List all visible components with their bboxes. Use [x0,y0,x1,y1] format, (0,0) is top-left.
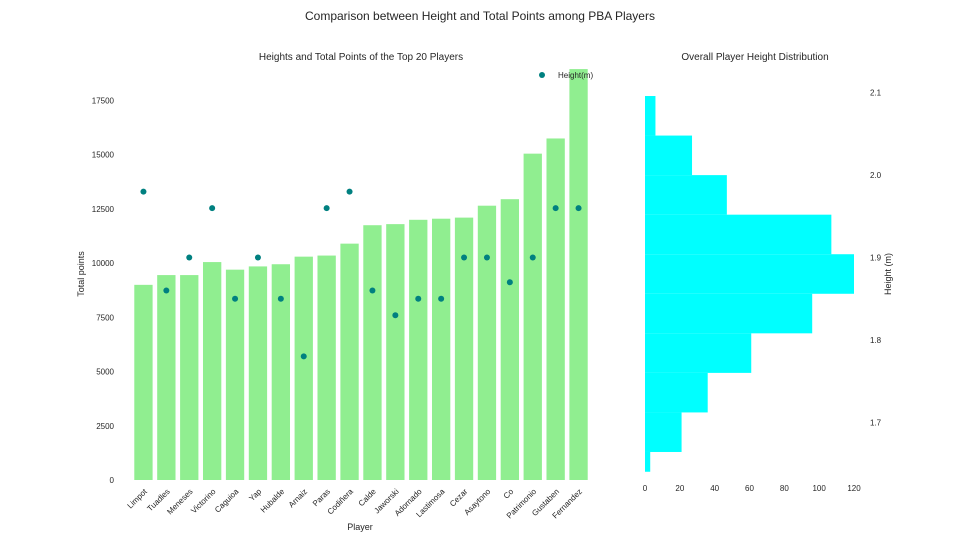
bar-18 [546,138,565,480]
x-tick-label: Codiñera [326,487,356,517]
height-point-1 [163,287,170,294]
bar-3 [202,262,222,480]
y-tick-label: 17500 [92,97,115,106]
bar-14 [454,217,474,481]
bar-5 [248,266,268,480]
hist-y-tick-label: 1.9 [870,254,882,263]
height-point-2 [186,254,193,261]
histogram-panel: Overall Player Height Distribution 0 20 40 6… [643,52,893,493]
bar-7 [294,256,313,480]
height-point-13 [438,295,445,302]
height-point-9 [346,188,353,195]
hist-y-tick-label: 2.0 [870,171,882,180]
hist-x-tick-label: 40 [710,484,719,493]
bar-19 [569,69,588,480]
bar-17 [523,153,542,480]
x-tick-label: Victorino [189,487,218,516]
hist-x-tick-label: 120 [847,484,861,493]
hist-x-tick-label: 100 [812,484,826,493]
height-point-17 [529,254,536,261]
bar-15 [477,205,497,480]
x-tick-label: Co [502,487,516,501]
bar-1 [157,275,176,480]
bar-13 [431,218,451,480]
height-point-3 [209,205,216,212]
hist-x-tick-label: 60 [745,484,754,493]
height-point-10 [369,287,376,294]
hist-bin-4 [645,293,813,334]
x-tick-label: Calde [357,487,379,509]
histogram-title: Overall Player Height Distribution [681,52,828,63]
hist-bin-7 [645,175,727,215]
height-point-19 [575,205,582,212]
y-tick-label: 2500 [96,422,114,431]
legend-label: Height(m) [558,71,593,80]
hist-x-tick-label: 20 [675,484,684,493]
y-tick-label: 5000 [96,368,114,377]
bar-12 [409,219,428,480]
y-axis-label: Total points [76,251,86,297]
bar-10 [363,225,382,480]
bar-16 [500,199,520,481]
height-point-15 [483,254,490,261]
bar-9 [340,243,359,480]
hist-bin-6 [645,214,832,255]
bar-6 [271,264,291,480]
height-point-4 [232,295,239,302]
hist-y-tick-label: 2.1 [870,89,882,98]
height-point-0 [140,188,147,195]
height-point-7 [300,353,307,360]
height-point-12 [415,295,422,302]
hist-bin-9 [645,96,656,136]
hist-bin-8 [645,135,693,176]
bar-11 [386,224,405,480]
x-tick-label: Paras [311,487,332,508]
hist-y-axis-label: Height (m) [883,253,893,295]
x-tick-label: Hubalde [259,487,287,515]
bar-8 [317,255,336,480]
hist-bin-2 [645,372,708,413]
height-point-11 [392,312,399,319]
x-tick-label: Arnaiz [287,487,309,509]
hist-bin-0 [645,451,651,472]
x-axis-label: Player [347,522,373,532]
bar-chart-title: Heights and Total Points of the Top 20 P… [259,52,463,63]
y-tick-label: 10000 [92,259,115,268]
legend-marker [539,72,545,78]
height-point-14 [461,254,468,261]
height-point-18 [552,205,559,212]
height-point-16 [506,279,513,286]
hist-bin-1 [645,412,682,452]
hist-x-tick-label: 80 [780,484,789,493]
y-tick-label: 15000 [92,151,115,160]
bar-0 [134,284,153,480]
y-tick-label: 12500 [92,205,115,214]
hist-bin-3 [645,333,752,373]
hist-bin-5 [645,254,854,294]
hist-x-tick-label: 0 [643,484,648,493]
height-point-6 [277,295,284,302]
figure-title: Comparison between Height and Total Poin… [305,9,655,23]
height-point-5 [254,254,261,261]
y-tick-label: 0 [110,476,115,485]
x-tick-label: Caguioa [213,487,241,515]
bar-4 [225,269,245,480]
height-point-8 [323,205,330,212]
bar-2 [180,275,199,480]
x-tick-label: Yap [247,487,263,503]
y-tick-label: 7500 [96,313,114,322]
hist-y-tick-label: 1.8 [870,336,882,345]
bar-chart-panel: Heights and Total Points of the Top 20 P… [76,52,593,532]
hist-y-tick-label: 1.7 [870,418,882,427]
